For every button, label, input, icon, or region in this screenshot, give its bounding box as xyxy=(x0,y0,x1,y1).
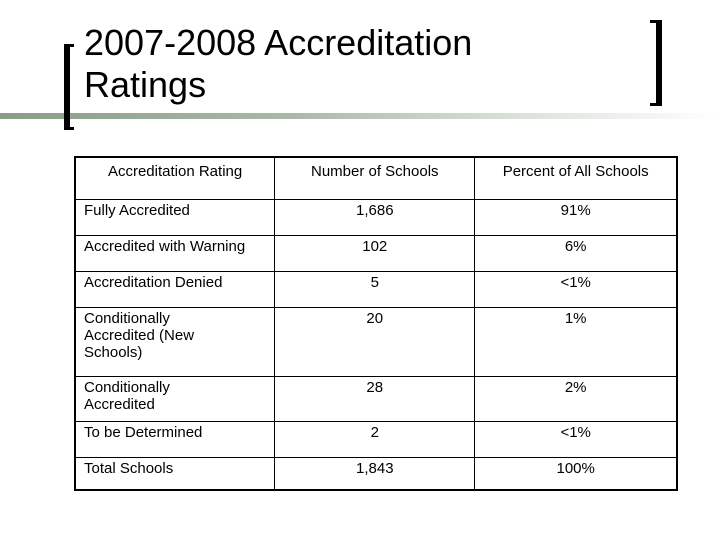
percent-cell: <1% xyxy=(474,270,678,308)
right-bracket-decoration xyxy=(650,20,662,106)
rating-cell: Total Schools xyxy=(74,456,276,491)
left-bracket-decoration xyxy=(64,44,74,130)
schools-cell: 1,843 xyxy=(274,456,476,491)
percent-cell: 91% xyxy=(474,198,678,236)
schools-cell: 5 xyxy=(274,270,476,308)
column-header-percent: Percent of All Schools xyxy=(474,156,678,200)
table-row: Accredited with Warning 102 6% xyxy=(74,234,678,272)
rating-cell: Conditionally Accredited xyxy=(74,375,276,422)
percent-cell: 100% xyxy=(474,456,678,491)
percent-cell: 2% xyxy=(474,375,678,422)
percent-cell: <1% xyxy=(474,420,678,458)
schools-cell: 102 xyxy=(274,234,476,272)
schools-cell: 2 xyxy=(274,420,476,458)
table-row: Conditionally Accredited 28 2% xyxy=(74,375,678,422)
schools-cell: 1,686 xyxy=(274,198,476,236)
table-row: Conditionally Accredited (New Schools) 2… xyxy=(74,306,678,377)
table-row: Total Schools 1,843 100% xyxy=(74,456,678,491)
column-header-rating: Accreditation Rating xyxy=(74,156,276,200)
rating-cell: Fully Accredited xyxy=(74,198,276,236)
accreditation-table: Accreditation Rating Number of Schools P… xyxy=(74,156,678,491)
column-header-number: Number of Schools xyxy=(274,156,476,200)
slide-title: 2007-2008 Accreditation Ratings xyxy=(84,22,473,105)
rating-cell: Accreditation Denied xyxy=(74,270,276,308)
schools-cell: 28 xyxy=(274,375,476,422)
rating-cell: Accredited with Warning xyxy=(74,234,276,272)
percent-cell: 6% xyxy=(474,234,678,272)
schools-cell: 20 xyxy=(274,306,476,377)
rating-cell: Conditionally Accredited (New Schools) xyxy=(74,306,276,377)
title-underline-rule xyxy=(0,113,720,119)
percent-cell: 1% xyxy=(474,306,678,377)
table-row: Accreditation Denied 5 <1% xyxy=(74,270,678,308)
table-row: Fully Accredited 1,686 91% xyxy=(74,198,678,236)
rating-cell: To be Determined xyxy=(74,420,276,458)
table-row: To be Determined 2 <1% xyxy=(74,420,678,458)
